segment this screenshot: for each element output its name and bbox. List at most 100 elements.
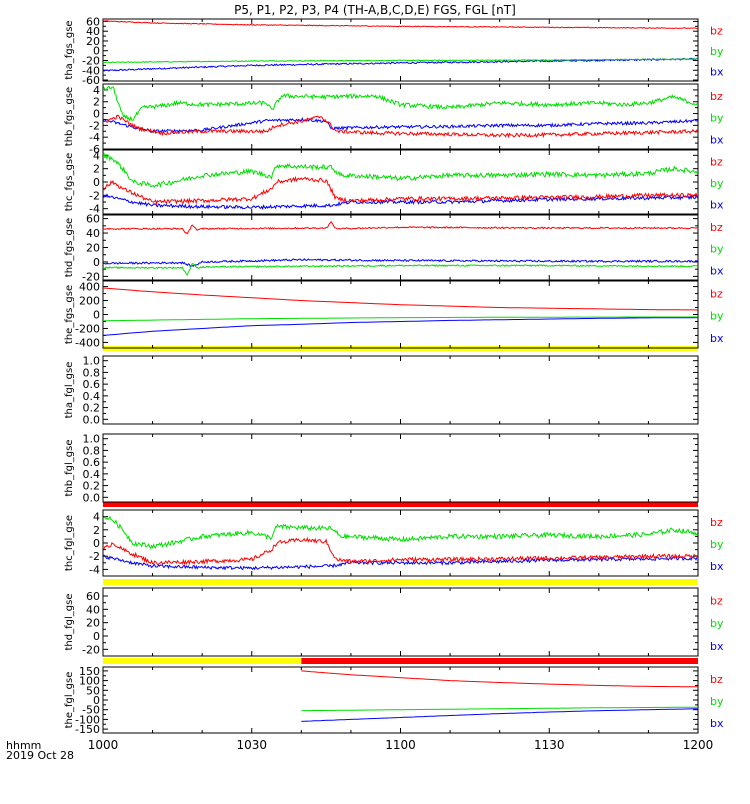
x-tick-label: 1030 [236, 738, 267, 752]
series-line-by [103, 58, 698, 64]
x-tick-label: 1130 [534, 738, 565, 752]
series-line-bz [103, 220, 698, 235]
legend-label-by: by [710, 695, 724, 708]
y-tick-label: 50 [86, 684, 100, 697]
panel-frame [102, 355, 699, 425]
legend-label-bx: bx [710, 264, 724, 277]
legend-label-bx: bx [710, 717, 724, 730]
series-line-by [103, 515, 698, 550]
panel-frame [102, 587, 699, 657]
y-axis-label: tha_fgs_gse [64, 20, 75, 79]
y-tick-label: 0.0 [83, 491, 101, 504]
y-tick-label: 0 [93, 45, 100, 58]
x-tick-label: 1100 [385, 738, 416, 752]
y-tick-label: -6 [89, 143, 100, 156]
y-axis-label: thd_fgl_gse [64, 594, 75, 651]
y-tick-label: 40 [86, 25, 100, 38]
y-axis-label: thc_fgl_gse [64, 515, 75, 571]
y-tick-label: 2 [93, 96, 100, 109]
time-format-label: hhmm [6, 739, 41, 752]
series-line-bx [103, 317, 698, 336]
legend-label-bx: bx [710, 198, 724, 211]
legend-label-bz: bz [710, 90, 723, 103]
y-axis-label: thd_fgs_gse [64, 218, 75, 277]
series-line-by [103, 85, 698, 123]
panel-thb-fgs-gse: 420-2-4-6 thb_fgs_gse bz by bx [64, 83, 724, 156]
y-tick-label: 400 [79, 281, 100, 294]
legend-label-bz: bz [710, 594, 723, 607]
y-tick-label: -20 [82, 643, 100, 656]
y-tick-label: -20 [82, 270, 100, 283]
status-bar-segment [103, 658, 302, 664]
y-tick-label: -2 [89, 119, 100, 132]
y-tick-label: 60 [86, 15, 100, 28]
y-tick-label: 0.6 [83, 378, 101, 391]
series-line-bx [103, 117, 698, 134]
y-tick-label: 0 [93, 256, 100, 269]
series-line-by [301, 706, 698, 712]
legend-label-bx: bx [710, 332, 724, 345]
y-tick-label: 0 [93, 309, 100, 322]
series-line-bx [103, 258, 698, 268]
panel-frame [102, 666, 699, 734]
legend-label-bx: bx [710, 66, 724, 79]
panel-thc-fgs-gse: 420-2-4 thc_fgs_gse bz by bx [64, 149, 724, 215]
legend-label-bx: bx [710, 560, 724, 573]
y-axis-label: the_fgl_gse [64, 672, 75, 729]
y-tick-label: 60 [86, 590, 100, 603]
y-tick-label: 200 [79, 295, 100, 308]
y-tick-label: 0.2 [83, 402, 101, 415]
panel-frame [102, 280, 699, 349]
legend-label-bx: bx [710, 640, 724, 653]
y-axis-label: the_fgs_gse [64, 285, 75, 344]
y-tick-label: 20 [86, 242, 100, 255]
y-tick-label: -2 [89, 550, 100, 563]
y-tick-label: 40 [86, 603, 100, 616]
series-line-by [103, 316, 698, 322]
y-axis-label: thc_fgs_gse [64, 153, 75, 212]
y-tick-label: -40 [82, 64, 100, 77]
series-line-bz [103, 536, 698, 566]
y-tick-label: 60 [86, 213, 100, 226]
y-tick-label: -4 [89, 563, 100, 576]
series-line-by [103, 263, 698, 276]
x-tick-label: 1000 [88, 738, 119, 752]
series-line-bz [103, 114, 698, 139]
y-tick-label: 2 [93, 524, 100, 537]
y-axis-label: thb_fgl_gse [64, 440, 75, 497]
status-bar-segment [301, 658, 698, 664]
date-label: 2019 Oct 28 [6, 749, 74, 762]
y-tick-label: -50 [82, 704, 100, 717]
legend-label-bz: bz [710, 673, 723, 686]
y-tick-label: -150 [75, 723, 100, 736]
legend-label-by: by [710, 310, 724, 323]
legend-label-bz: bz [710, 221, 723, 234]
legend-label-by: by [710, 617, 724, 630]
y-tick-label: -4 [89, 131, 100, 144]
panel-frame [102, 149, 699, 215]
series-line-bz [103, 175, 698, 206]
y-tick-label: 0.6 [83, 456, 101, 469]
series-line-bz [103, 20, 698, 30]
y-axis-label: thb_fgs_gse [64, 87, 75, 146]
legend-label-by: by [710, 538, 724, 551]
status-bar-segment [103, 579, 698, 585]
legend-label-bz: bz [710, 24, 723, 37]
x-tick-label: 1200 [683, 738, 714, 752]
y-tick-label: -200 [75, 322, 100, 335]
legend-label-bz: bz [710, 516, 723, 529]
legend-label-by: by [710, 112, 724, 125]
series-line-bz [301, 670, 698, 688]
y-tick-label: 1.0 [83, 433, 101, 446]
y-tick-label: 0.2 [83, 480, 101, 493]
panel-thb-fgl-gse: 1.00.80.60.40.20.0 thb_fgl_gse [64, 433, 699, 504]
series-line-bx [301, 708, 698, 722]
status-bar-segment [103, 502, 698, 507]
